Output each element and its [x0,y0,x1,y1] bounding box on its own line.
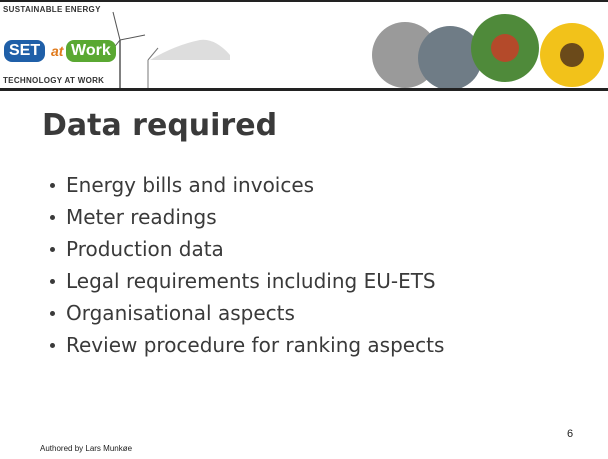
bullet-marker [50,183,55,188]
bullet-item: Organisational aspects [48,298,444,330]
bullet-list: Energy bills and invoices Meter readings P… [48,170,444,362]
bullet-text: Energy bills and invoices [66,173,314,197]
bullet-marker [50,279,55,284]
slide-title: Data required [42,108,277,143]
bullet-item: Review procedure for ranking aspects [48,330,444,362]
logo-work: Work [66,40,116,62]
bullet-item: Energy bills and invoices [48,170,444,202]
bullet-marker [50,343,55,348]
bullet-text: Legal requirements including EU-ETS [66,269,436,293]
page-number: 6 [567,428,573,440]
bullet-marker [50,215,55,220]
logo-text: TECHNOLOGY AT WORK [3,76,104,85]
bullet-text: Organisational aspects [66,301,295,325]
bullet-text: Production data [66,237,224,261]
bullet-text: Meter readings [66,205,217,229]
slide: SUSTAINABLE ENERGY SET at Work TECHNOLOG… [0,0,608,459]
page: SUSTAINABLE ENERGY SET at Work TECHNOLOG… [0,0,608,459]
bullet-item: Legal requirements including EU-ETS [48,266,444,298]
logo-at: at [51,43,63,59]
logo-set: SET [4,40,45,62]
bullet-item: Meter readings [48,202,444,234]
bullet-marker [50,247,55,252]
bullet-item: Production data [48,234,444,266]
logo-text: SUSTAINABLE ENERGY [3,5,101,14]
bullet-marker [50,311,55,316]
bullet-text: Review procedure for ranking aspects [66,333,444,357]
footer: Authored by Lars Munkøe [40,444,132,453]
